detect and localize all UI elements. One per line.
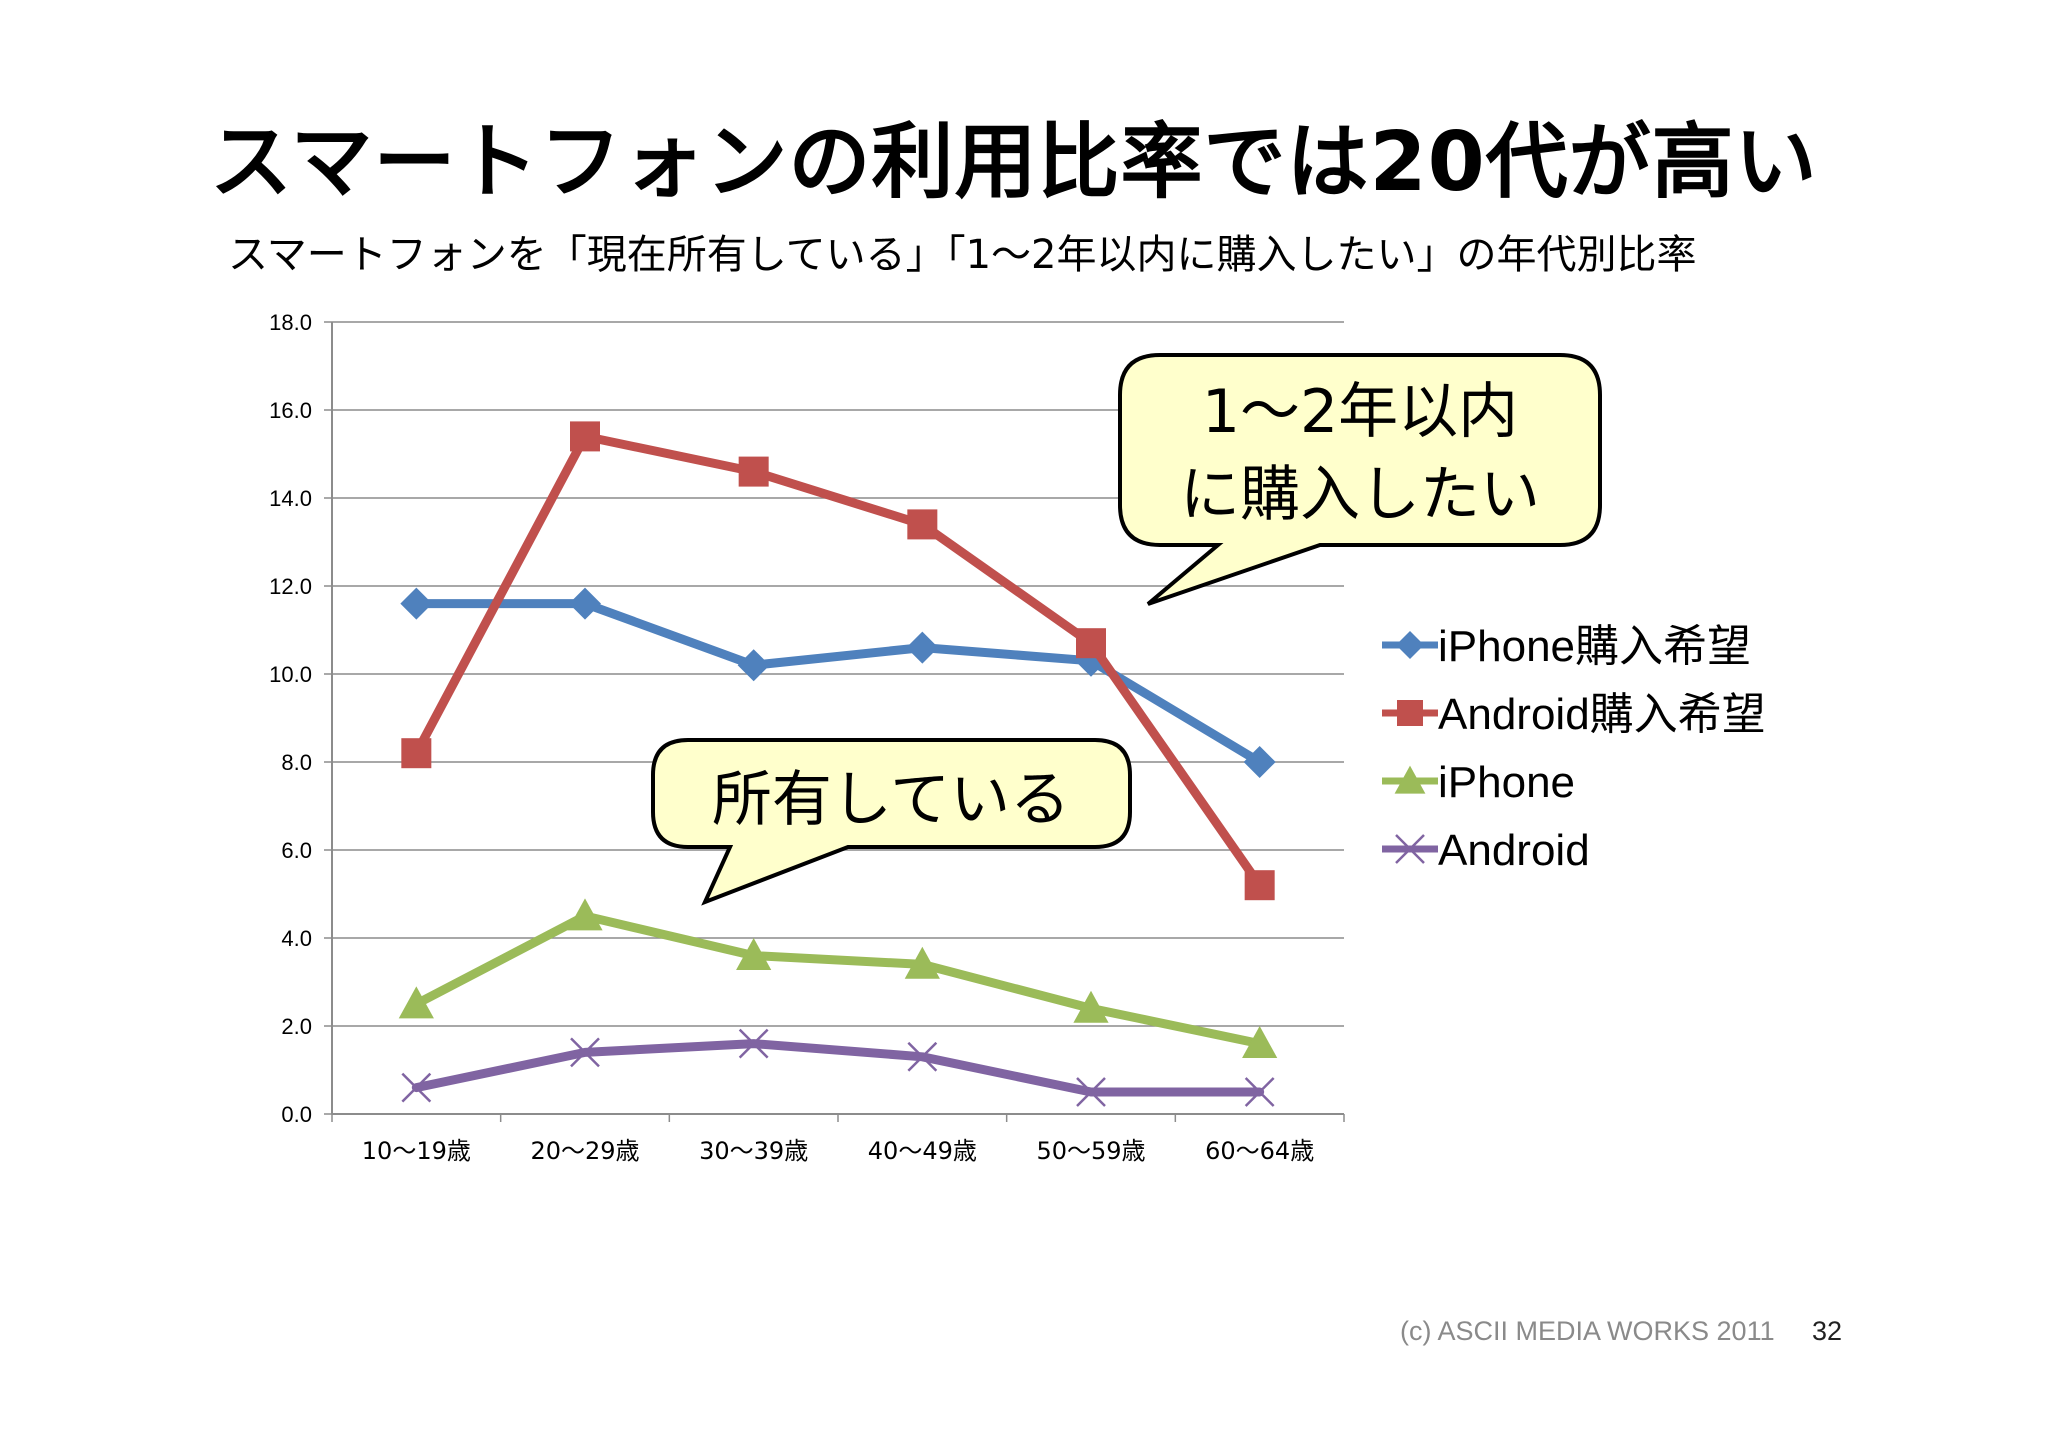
y-tick-label: 2.0	[281, 1014, 312, 1039]
series-line	[411, 1039, 1265, 1097]
legend-label: Android	[1438, 826, 1590, 875]
y-tick-labels: 0.0 2.0 4.0 6.0 8.0 10.0 12.0 14.0 16.0 18.0	[269, 310, 312, 1127]
series-line	[411, 911, 1265, 1049]
axes	[324, 321, 1345, 1122]
page-number: 32	[1812, 1316, 1843, 1346]
callout-owned-text: 所有している	[712, 765, 1070, 835]
callout-purchase-bubble	[1118, 353, 1602, 606]
legend-label: iPhone	[1438, 758, 1575, 807]
data-point	[401, 738, 432, 769]
x-tick-labels: 10〜19歳 20〜29歳 30〜39歳 40〜49歳 50〜59歳 60〜64歳	[362, 1137, 1314, 1165]
series-lines	[398, 421, 1278, 1107]
x-tick-label: 40〜49歳	[868, 1137, 977, 1165]
legend-label: Android購入希望	[1438, 690, 1766, 739]
data-point	[736, 938, 772, 970]
data-point	[569, 587, 601, 620]
legend-marker	[1396, 631, 1424, 659]
data-point	[1073, 990, 1109, 1023]
slide-title: スマートフォンの利用比率では20代が高い	[210, 115, 1818, 210]
y-tick-label: 6.0	[281, 838, 312, 863]
data-point	[398, 986, 434, 1019]
data-point	[570, 1037, 600, 1068]
legend-marker	[1395, 834, 1425, 864]
data-point	[907, 1041, 938, 1072]
legend-item: Android	[1382, 826, 1590, 875]
callout-purchase: 1〜2年以内 に購入したい	[1118, 353, 1602, 606]
y-tick-label: 4.0	[281, 926, 312, 951]
data-point	[1242, 1026, 1278, 1058]
callout-owned-bubble	[651, 738, 1132, 906]
data-point	[1244, 1077, 1275, 1107]
y-tick-label: 10.0	[269, 662, 312, 687]
slide-subtitle: スマートフォンを「現在所有している」「1〜2年以内に購入したい」の年代別比率	[228, 232, 1697, 278]
callout-purchase-line2: に購入したい	[1180, 460, 1540, 530]
data-point	[1243, 746, 1276, 778]
series-line	[411, 431, 1265, 890]
data-point	[737, 649, 770, 682]
y-tick-label: 8.0	[281, 750, 312, 775]
legend-marker	[1397, 700, 1423, 726]
series-1	[401, 421, 1275, 901]
y-tick-label: 16.0	[269, 398, 312, 423]
x-tick-label: 30〜39歳	[699, 1137, 808, 1165]
legend-item: iPhone購入希望	[1382, 622, 1751, 671]
y-tick-label: 18.0	[269, 310, 312, 335]
series-3	[401, 1028, 1275, 1107]
data-point	[907, 509, 938, 540]
data-point	[906, 631, 939, 664]
data-point	[1076, 1077, 1106, 1107]
data-point	[738, 456, 769, 487]
legend-label: iPhone購入希望	[1438, 622, 1751, 671]
data-point	[738, 1028, 769, 1059]
legend-marker	[1394, 765, 1426, 794]
legend-item: Android購入希望	[1382, 690, 1766, 739]
data-point	[401, 1072, 432, 1103]
data-point	[400, 587, 433, 620]
callout-purchase-line1: 1〜2年以内	[1202, 377, 1518, 447]
x-tick-label: 60〜64歳	[1205, 1137, 1314, 1165]
y-tick-label: 14.0	[269, 486, 312, 511]
x-tick-label: 50〜59歳	[1036, 1137, 1145, 1165]
series-2	[398, 898, 1278, 1058]
data-point	[570, 421, 600, 452]
data-point	[1244, 870, 1275, 901]
legend-item: iPhone	[1382, 758, 1575, 807]
callout-owned: 所有している	[651, 738, 1132, 906]
y-tick-label: 12.0	[269, 574, 312, 599]
copyright-footer: (c) ASCII MEDIA WORKS 2011	[1400, 1316, 1775, 1346]
legend: iPhone購入希望 Android購入希望 iPhone Android	[1382, 622, 1766, 875]
data-point	[1076, 628, 1106, 659]
y-tick-label: 0.0	[281, 1102, 312, 1127]
data-point	[567, 898, 603, 931]
x-tick-label: 20〜29歳	[530, 1137, 639, 1165]
data-point	[904, 946, 940, 979]
x-tick-label: 10〜19歳	[362, 1137, 471, 1165]
